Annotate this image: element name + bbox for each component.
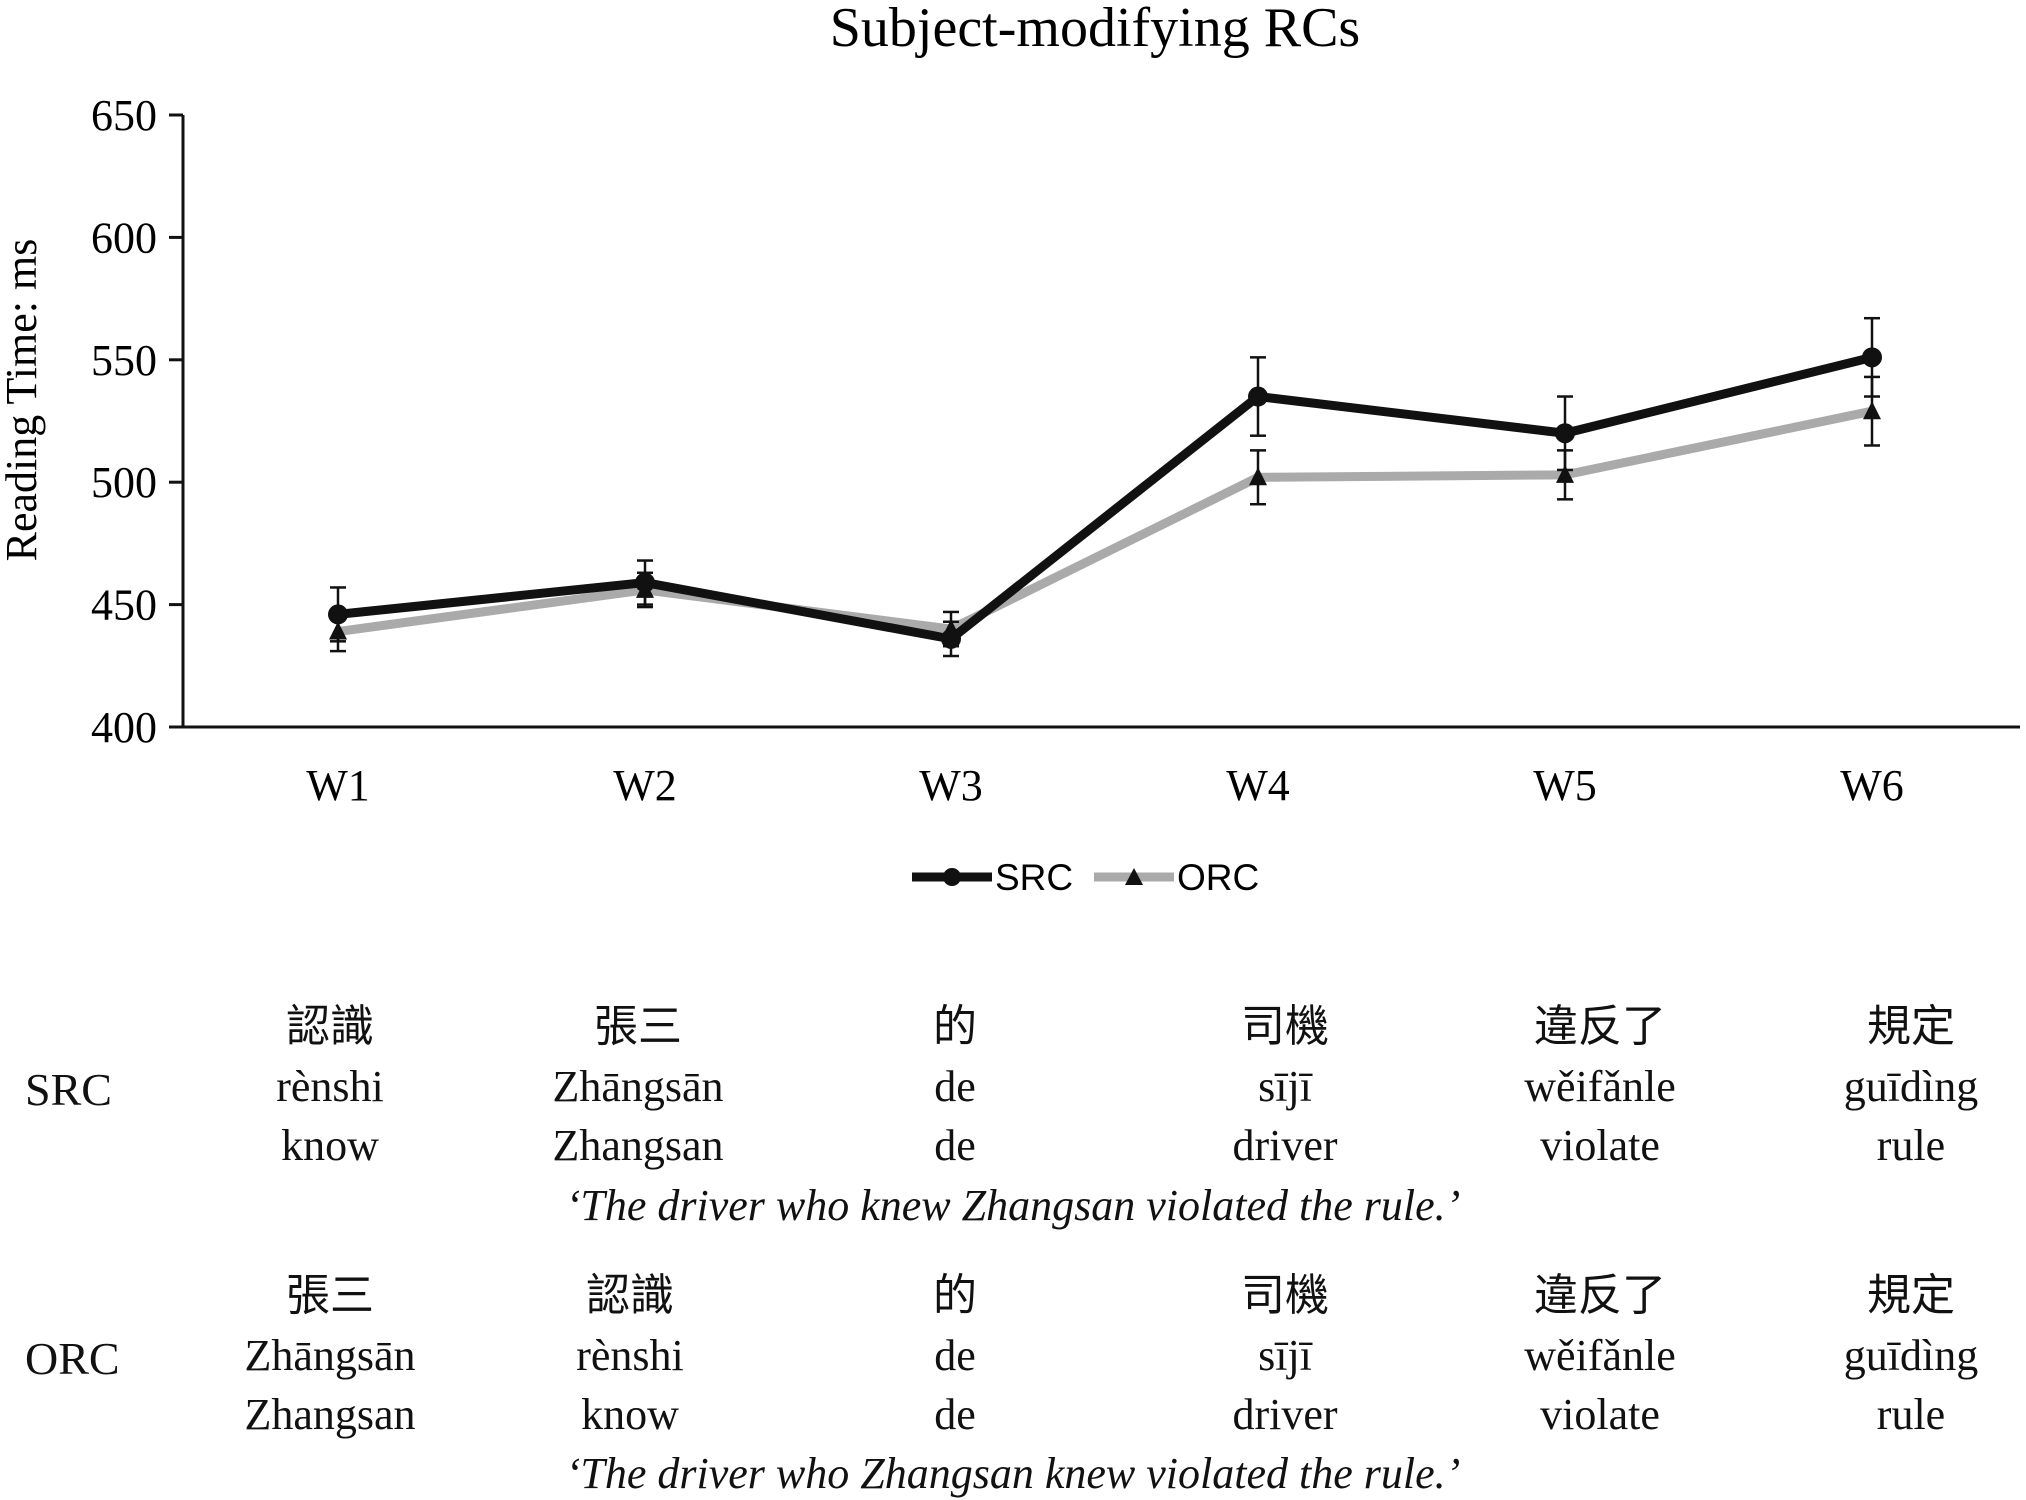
x-tick-label: W1 — [306, 761, 370, 810]
data-point — [1555, 423, 1575, 444]
data-point — [1862, 347, 1882, 368]
x-tick-label: W4 — [1226, 761, 1290, 810]
data-point — [328, 604, 348, 625]
english-word: know — [581, 1390, 679, 1439]
pinyin-word: de — [934, 1331, 976, 1380]
legend-item-src: SRC — [912, 857, 1073, 898]
english-word: Zhangsan — [244, 1390, 416, 1439]
hanzi-word: 違反了 — [1534, 1270, 1666, 1321]
hanzi-word: 規定 — [1867, 1270, 1955, 1321]
pinyin-word: Zhāngsān — [244, 1331, 416, 1380]
x-tick-label: W3 — [919, 761, 983, 810]
y-tick-label: 450 — [91, 581, 157, 630]
legend-label: SRC — [995, 857, 1073, 898]
pinyin-word: wěifǎnle — [1524, 1331, 1676, 1380]
pinyin-word: rènshi — [276, 1062, 384, 1111]
sentence-label: ORC — [25, 1333, 120, 1384]
english-word: driver — [1232, 1390, 1338, 1439]
line-chart: Subject-modifying RCs Reading Time: ms 4… — [0, 0, 2020, 898]
x-tick-label: W2 — [613, 761, 677, 810]
english-word: rule — [1876, 1121, 1946, 1170]
y-tick-label: 550 — [91, 336, 157, 385]
y-ticks: 400 450 500 550 600 650 — [91, 91, 183, 752]
x-tick-label: W5 — [1533, 761, 1597, 810]
x-ticks: W1 W2 W3 W4 W5 W6 — [306, 761, 1904, 810]
data-point — [1248, 386, 1268, 407]
series-line — [337, 352, 1874, 644]
pinyin-word: sījī — [1258, 1062, 1312, 1111]
english-word: de — [934, 1390, 976, 1439]
pinyin-word: rènshi — [576, 1331, 684, 1380]
data-point — [635, 572, 655, 593]
chart-title: Subject-modifying RCs — [830, 0, 1360, 59]
legend-item-orc: ORC — [1094, 857, 1259, 898]
pinyin-word: sījī — [1258, 1331, 1312, 1380]
translation: ‘The driver who Zhangsan knew violated t… — [565, 1449, 1461, 1498]
pinyin-word: wěifǎnle — [1524, 1062, 1676, 1111]
pinyin-word: de — [934, 1062, 976, 1111]
legend: SRC ORC — [912, 857, 1259, 898]
series-line — [337, 406, 1873, 636]
data-point — [1556, 464, 1574, 483]
data-point — [941, 628, 961, 649]
pinyin-word: guīdìng — [1843, 1331, 1979, 1380]
pinyin-word: Zhāngsān — [552, 1062, 724, 1111]
hanzi-word: 司機 — [1241, 1001, 1329, 1052]
y-axis-label: Reading Time: ms — [0, 239, 46, 562]
hanzi-word: 司機 — [1241, 1270, 1329, 1321]
english-word: violate — [1540, 1121, 1660, 1170]
y-tick-label: 600 — [91, 213, 157, 262]
data-point — [1863, 401, 1881, 420]
data-point — [1249, 467, 1267, 486]
hanzi-word: 的 — [933, 1270, 977, 1321]
legend-marker — [943, 868, 961, 886]
legend-marker — [1125, 868, 1143, 885]
y-tick-label: 400 — [91, 703, 157, 752]
translation: ‘The driver who knew Zhangsan violated t… — [565, 1181, 1461, 1230]
hanzi-word: 的 — [933, 1001, 977, 1052]
hanzi-word: 張三 — [286, 1270, 374, 1321]
english-word: violate — [1540, 1390, 1660, 1439]
series-layer — [328, 316, 1882, 658]
hanzi-word: 規定 — [1867, 1001, 1955, 1052]
legend-label: ORC — [1177, 857, 1259, 898]
english-word: know — [281, 1121, 379, 1170]
hanzi-word: 認識 — [586, 1270, 674, 1321]
sentence-label: SRC — [25, 1064, 112, 1115]
hanzi-word: 張三 — [594, 1001, 682, 1052]
hanzi-word: 違反了 — [1534, 1001, 1666, 1052]
series-src — [328, 316, 1882, 658]
y-tick-label: 500 — [91, 458, 157, 507]
hanzi-word: 認識 — [286, 1001, 374, 1052]
english-word: rule — [1876, 1390, 1946, 1439]
english-word: de — [934, 1121, 976, 1170]
y-tick-label: 650 — [91, 91, 157, 140]
english-word: driver — [1232, 1121, 1338, 1170]
english-word: Zhangsan — [552, 1121, 724, 1170]
pinyin-word: guīdìng — [1843, 1062, 1979, 1111]
x-tick-label: W6 — [1840, 761, 1904, 810]
